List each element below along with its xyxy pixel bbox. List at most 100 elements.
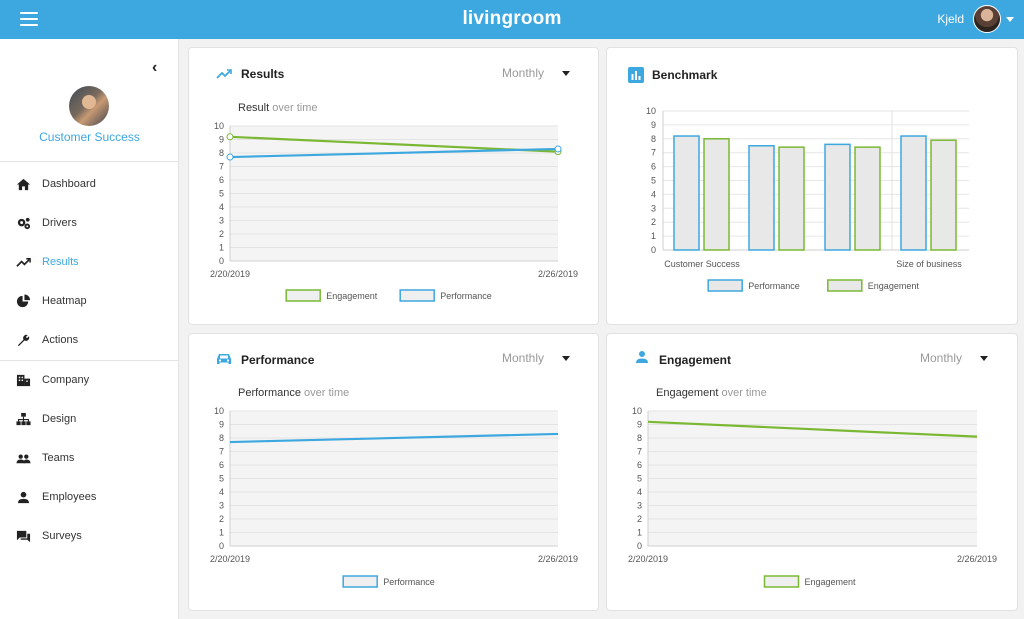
sidebar: ‹ Customer Success Dashboard Drivers Res… [0,39,179,619]
legend-swatch [827,279,863,292]
series-line-engagement [229,135,559,153]
y-tick-label: 7 [219,162,224,172]
bar-engagement [930,139,957,251]
chat-icon [16,530,31,543]
sidebar-item-label: Design [42,413,77,425]
car-icon [217,354,231,364]
user-avatar[interactable] [973,5,1001,33]
sidebar-item-teams[interactable]: Teams [0,439,178,478]
people-icon [16,454,31,464]
period-select[interactable]: Monthly [502,66,545,80]
sidebar-item-surveys[interactable]: Surveys [0,517,178,556]
brand-logo: livingroom [462,8,562,29]
y-tick-label: 7 [637,447,642,457]
user-name[interactable]: Kjeld [937,12,964,26]
top-bar: livingroom Kjeld [0,0,1024,39]
sidebar-item-design[interactable]: Design [0,400,178,439]
data-point-engagement [226,133,234,141]
bar-engagement [778,146,805,251]
y-tick-label: 2 [637,514,642,524]
y-tick-label: 1 [637,528,642,538]
chart-subtitle-muted: over time [721,387,767,399]
x-tick-label: 2/20/2019 [210,269,250,279]
bar-performance [673,135,700,251]
benchmark-bar-chart: 0 1 2 3 4 5 6 7 8 9 10 Customer Success Size of busi… [646,106,969,292]
y-tick-label: 10 [632,406,642,416]
y-tick-label: 0 [637,541,642,551]
sidebar-item-drivers[interactable]: Drivers [0,204,178,243]
user-menu-caret-icon[interactable] [1006,17,1014,22]
x-tick-label: 2/26/2019 [957,554,997,564]
org-chart-icon [16,412,31,426]
sidebar-item-label: Surveys [42,530,82,542]
series-line-performance [229,432,559,444]
sidebar-item-dashboard[interactable]: Dashboard [0,165,178,204]
y-tick-label: 10 [214,406,224,416]
sidebar-divider [0,360,178,361]
data-point-performance [226,153,234,161]
sidebar-item-label: Teams [42,452,75,464]
trending-up-icon [16,258,31,267]
legend-label: Performance [440,291,492,301]
y-tick-label: 4 [637,487,642,497]
legend-label: Engagement [805,577,857,587]
engagement-card: Engagement Monthly Engagement over time … [606,333,1018,611]
card-title: Engagement [659,353,732,367]
data-point-performance [554,145,562,153]
results-line-chart: 0 1 2 3 4 5 6 7 8 9 10 2/20/2019 2/26/2019 Engagement… [210,121,578,302]
y-tick-label: 5 [637,474,642,484]
pie-chart-icon [16,294,31,308]
y-tick-label: 0 [651,245,656,255]
card-title: Benchmark [652,68,718,82]
sidebar-item-label: Company [42,374,90,386]
chevron-down-icon[interactable] [562,71,570,76]
y-tick-label: 9 [219,420,224,430]
y-tick-label: 7 [651,148,656,158]
legend-label: Performance [383,577,435,587]
y-tick-label: 8 [637,433,642,443]
hamburger-menu-icon[interactable] [20,12,38,26]
sidebar-item-company[interactable]: Company [0,361,178,400]
results-card: Results Monthly Result over time 0 1 2 3 4 5 6… [188,47,599,325]
legend-swatch [285,289,321,302]
legend-label: Performance [748,281,800,291]
chevron-down-icon[interactable] [980,356,988,361]
bar-performance [824,143,851,251]
y-tick-label: 10 [646,106,656,116]
legend-swatch [707,279,743,292]
sidebar-item-heatmap[interactable]: Heatmap [0,282,178,321]
x-category-label: Customer Success [664,259,740,269]
team-avatar [69,86,109,126]
sidebar-item-label: Drivers [42,217,77,229]
y-tick-label: 8 [651,134,656,144]
sidebar-item-actions[interactable]: Actions [0,321,178,360]
chart-subtitle-main: Performance [238,387,301,399]
chevron-down-icon[interactable] [562,356,570,361]
sidebar-item-employees[interactable]: Employees [0,478,178,517]
person-icon [17,491,30,504]
chart-subtitle: Result over time [238,102,318,114]
home-icon [16,178,31,191]
bar-performance [748,145,775,251]
y-tick-label: 10 [214,121,224,131]
y-tick-label: 3 [219,216,224,226]
x-tick-label: 2/20/2019 [210,554,250,564]
y-tick-label: 8 [219,433,224,443]
y-tick-label: 6 [219,460,224,470]
collapse-sidebar-icon[interactable]: ‹ [152,59,158,76]
chart-subtitle-muted: over time [272,102,318,114]
y-tick-label: 4 [219,202,224,212]
sidebar-item-results[interactable]: Results [0,243,178,282]
y-tick-label: 9 [637,420,642,430]
chart-subtitle-main: Result [238,102,270,114]
x-tick-label: 2/26/2019 [538,269,578,279]
legend-label: Engagement [326,291,378,301]
period-select[interactable]: Monthly [920,351,963,365]
sidebar-item-label: Actions [42,334,79,346]
card-title: Results [241,67,285,81]
chart-subtitle: Engagement over time [656,387,767,399]
period-select[interactable]: Monthly [502,351,545,365]
gears-icon [17,217,31,230]
team-name[interactable]: Customer Success [39,130,140,144]
legend-swatch [399,289,435,302]
